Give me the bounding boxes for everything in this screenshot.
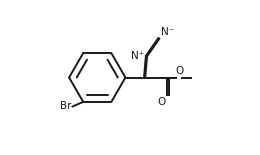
Text: N⁺: N⁺ [131,51,144,61]
Text: Br: Br [60,102,72,111]
Text: N⁻: N⁻ [160,27,174,37]
Text: O: O [157,97,165,106]
Text: O: O [175,66,183,76]
